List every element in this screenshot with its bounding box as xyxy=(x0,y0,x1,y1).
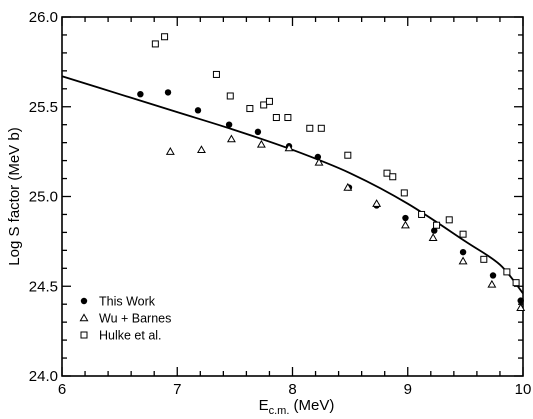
y-tick-label: 24.0 xyxy=(29,368,58,385)
hulke-point xyxy=(306,124,314,132)
this-work-point xyxy=(517,297,524,304)
hulke-point xyxy=(212,70,220,78)
wu-barnes-point xyxy=(458,256,468,265)
x-axis-label-main: E xyxy=(259,397,269,414)
wu-barnes-point xyxy=(400,220,410,229)
wu-barnes-point xyxy=(343,182,353,191)
x-tick-label: 7 xyxy=(173,381,181,398)
x-axis-label: Ec.m. (MeV) xyxy=(259,397,335,417)
x-axis-label-unit: (MeV) xyxy=(289,397,334,414)
wu-barnes-point xyxy=(487,279,497,288)
y-axis-label: Log S factor (MeV b) xyxy=(6,127,23,265)
legend-this-work-marker xyxy=(80,297,88,305)
hulke-point xyxy=(433,221,441,229)
this-work-point xyxy=(225,121,233,128)
legend-hulke-marker xyxy=(80,331,88,339)
this-work-point xyxy=(402,214,409,222)
hulke-point xyxy=(260,101,268,109)
hulke-point xyxy=(272,114,280,122)
fit-curve xyxy=(61,75,524,294)
hulke-point xyxy=(445,216,453,224)
y-tick-label: 25.0 xyxy=(29,189,58,206)
legend-wu-barnes-label: Wu + Barnes xyxy=(99,312,171,326)
wu-barnes-point xyxy=(165,147,175,155)
this-work-point xyxy=(137,90,144,98)
legend-this-work-label: This Work xyxy=(99,295,156,309)
this-work-point xyxy=(314,153,322,161)
wu-barnes-point xyxy=(372,199,382,207)
hulke-point xyxy=(383,169,391,177)
wu-barnes-point xyxy=(314,157,324,166)
wu-barnes-point xyxy=(256,139,266,148)
x-tick-label: 10 xyxy=(515,381,532,398)
legend-hulke-label: Hulke et al. xyxy=(99,329,162,343)
axis-ticks: 6 7 8 9 10 24.0 24.5 25.0 25.5 26.0 xyxy=(29,9,532,398)
hulke-point xyxy=(512,279,520,287)
this-work-point xyxy=(194,107,202,114)
x-axis-label-subscript: c.m. xyxy=(269,405,290,417)
fit-curve-group xyxy=(61,75,524,294)
hulke-point xyxy=(265,97,273,105)
hulke-point xyxy=(317,124,325,132)
wu-barnes-point xyxy=(284,143,294,152)
axis-labels: Ec.m. (MeV) Log S factor (MeV b) xyxy=(6,127,334,417)
hulke-point xyxy=(344,151,352,159)
data-points xyxy=(137,33,526,311)
x-tick-label: 9 xyxy=(404,381,412,398)
this-work-point xyxy=(489,272,497,279)
y-tick-label: 24.5 xyxy=(29,278,58,295)
wu-barnes-point xyxy=(226,134,236,143)
this-work-point xyxy=(164,89,172,96)
hulke-point xyxy=(151,40,159,48)
hulke-point xyxy=(226,92,234,100)
hulke-point xyxy=(161,33,169,41)
wu-barnes-point xyxy=(196,145,206,154)
hulke-point xyxy=(503,268,511,276)
wu-barnes-point xyxy=(428,233,438,241)
hulke-point xyxy=(418,210,426,218)
this-work-point xyxy=(254,128,262,136)
hulke-point xyxy=(284,114,292,122)
wu-barnes-point xyxy=(516,303,526,311)
x-tick-label: 6 xyxy=(58,381,66,398)
hulke-point xyxy=(459,230,467,238)
legend-wu-barnes-marker xyxy=(79,313,89,322)
hulke-point xyxy=(400,189,408,197)
y-tick-label: 25.5 xyxy=(29,99,58,116)
legend: This Work Wu + Barnes Hulke et al. xyxy=(79,295,171,343)
x-tick-label: 8 xyxy=(288,381,296,398)
hulke-point xyxy=(246,105,254,113)
y-tick-label: 26.0 xyxy=(29,9,58,26)
this-work-point xyxy=(459,248,467,256)
this-work-point xyxy=(431,227,438,234)
hulke-point xyxy=(389,173,397,181)
hulke-point xyxy=(480,255,488,263)
